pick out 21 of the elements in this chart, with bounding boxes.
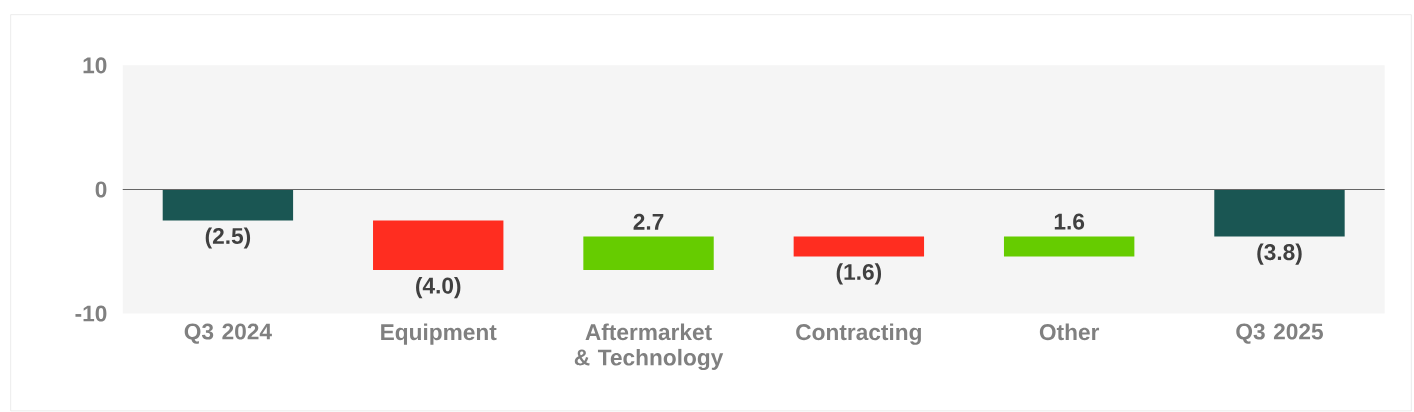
data-label: (3.8) <box>1257 243 1302 265</box>
bar <box>583 236 714 270</box>
data-label: (4.0) <box>416 276 461 299</box>
y-tick-label: 10 <box>83 57 107 74</box>
bar <box>1003 236 1135 257</box>
bar <box>1214 189 1345 237</box>
x-tick-label: Contracting <box>796 323 921 345</box>
x-tick-label: Aftermarket & Technology <box>574 323 724 371</box>
y-tick-label: 0 <box>95 181 107 198</box>
data-label: (1.6) <box>836 263 882 285</box>
x-tick-label: Q3 2025 <box>1236 323 1323 344</box>
data-label: (2.5) <box>205 227 251 249</box>
data-label: 1.6 <box>1054 213 1085 230</box>
bar <box>793 236 925 257</box>
bar <box>162 189 294 221</box>
x-tick-label: Other <box>1039 323 1100 341</box>
x-tick-label: Q3 2024 <box>184 323 272 344</box>
x-tick-label: Equipment <box>381 323 497 345</box>
y-tick-label: -10 <box>75 305 107 322</box>
bar <box>373 220 504 270</box>
data-label: 2.7 <box>633 213 664 230</box>
